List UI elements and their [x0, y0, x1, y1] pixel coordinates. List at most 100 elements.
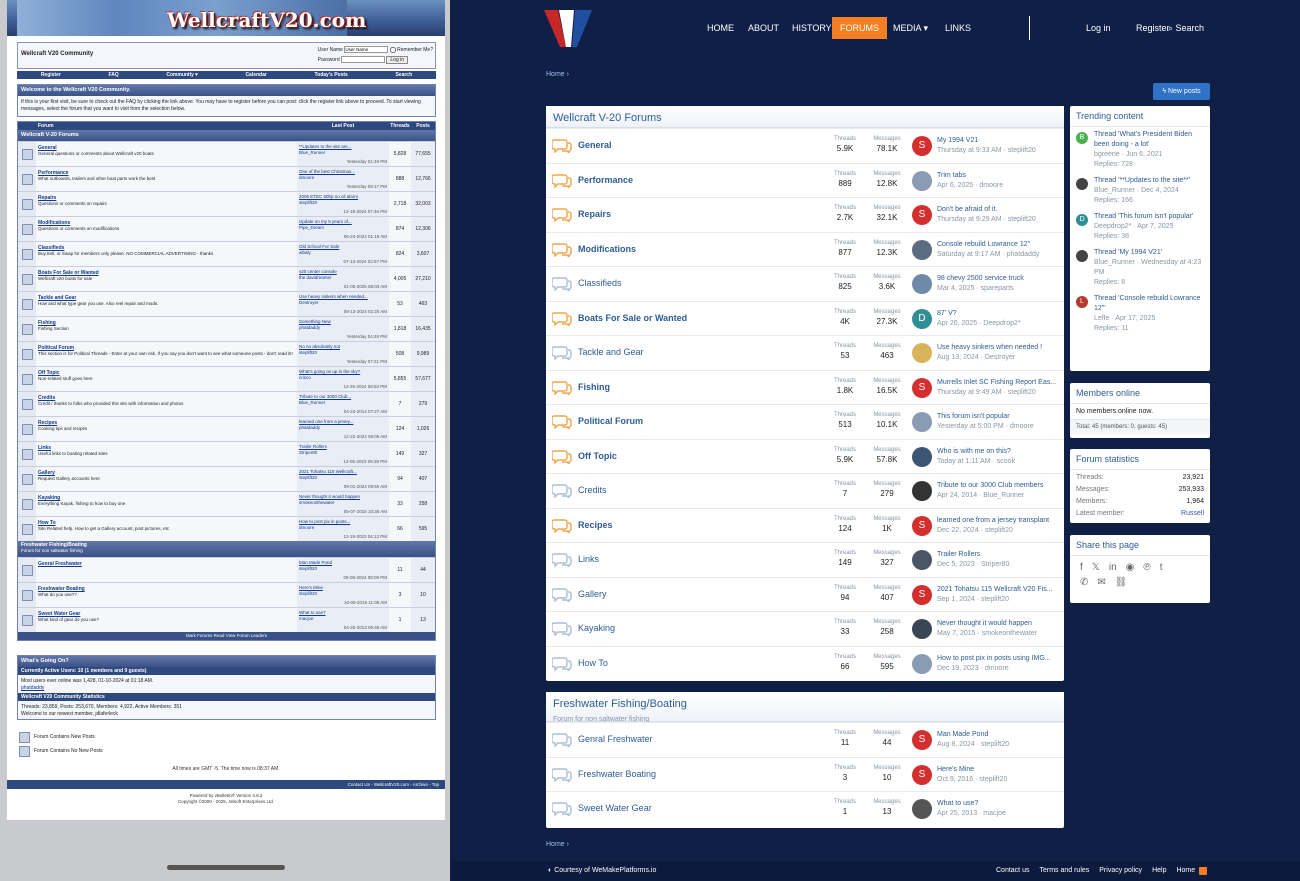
last-post-author[interactable]: smokeonthewater [299, 499, 335, 505]
active-users-header[interactable]: Currently Active Users: 10 (1 members an… [18, 667, 435, 675]
login-link[interactable]: Log in [1086, 23, 1111, 33]
forum-title-link[interactable]: Kayaking [578, 623, 616, 633]
category-title[interactable]: Wellcraft V-20 Forums [18, 130, 435, 141]
avatar[interactable]: D [912, 308, 932, 329]
username-input[interactable] [344, 46, 389, 54]
forum-link[interactable]: Gallery [38, 470, 55, 476]
avatar[interactable]: S [912, 730, 932, 750]
nav-item[interactable]: Calendar [245, 72, 267, 78]
forum-link[interactable]: Recipes [38, 420, 58, 426]
avatar[interactable]: S [912, 584, 932, 605]
latest-thread-link[interactable]: 98 chevy 2500 service truck [937, 275, 1024, 282]
last-post-link[interactable]: 2006 ETEC 60hp no oil alarm [299, 194, 359, 199]
avatar[interactable] [1076, 250, 1088, 262]
forum-title-link[interactable]: Modifications [578, 243, 636, 254]
forum-link[interactable]: Links [38, 445, 52, 451]
last-post-link[interactable]: Old School For Sale [299, 244, 340, 249]
forum-link[interactable]: Classifieds [38, 245, 65, 251]
register-link[interactable]: Register [1136, 23, 1170, 33]
latest-thread-link[interactable]: 87' V? [937, 309, 957, 317]
avatar[interactable] [912, 446, 932, 467]
last-post-link[interactable]: **Updates to the site are... [299, 144, 352, 149]
remember-checkbox[interactable] [389, 46, 396, 53]
last-post-link[interactable]: Here's Mine [299, 585, 323, 590]
nav-history[interactable]: HISTORY [792, 23, 832, 33]
last-post-author[interactable]: steplift20 [299, 565, 318, 571]
forum-title-link[interactable]: Tackle and Gear [578, 347, 644, 357]
avatar[interactable] [912, 799, 932, 819]
avatar[interactable] [912, 274, 932, 294]
avatar[interactable] [912, 239, 932, 260]
nav-links[interactable]: LINKS [945, 23, 972, 33]
community-title[interactable]: Wellcraft V20 Community [21, 51, 94, 57]
nav-item[interactable]: Register [40, 72, 61, 78]
forum-link[interactable]: Fishing [38, 320, 56, 326]
last-post-link[interactable]: No no absolutely not [299, 344, 341, 349]
forum-link[interactable]: Tackle and Gear [38, 295, 77, 301]
last-post-link[interactable]: Update on my 5 years of... [299, 219, 352, 224]
forum-link[interactable]: Credits [38, 395, 56, 401]
forum-title-link[interactable]: Boats For Sale or Wanted [578, 312, 688, 323]
forum-title-link[interactable]: General [578, 140, 612, 150]
breadcrumb-home[interactable]: Home [546, 71, 565, 78]
forum-title-link[interactable]: Off Topic [578, 450, 617, 461]
forum-link[interactable]: Genral Freshwater [38, 561, 82, 567]
breadcrumb[interactable]: Home › [546, 71, 569, 78]
last-post-author[interactable]: Destroyer [299, 299, 319, 305]
nav-media[interactable]: MEDIA ▾ [893, 23, 929, 33]
last-post-link[interactable]: learned one from a jersey... [299, 419, 354, 424]
tumblr-icon[interactable]: t [1159, 562, 1163, 573]
forum-title-link[interactable]: Classifieds [578, 278, 622, 288]
last-post-author[interactable]: Blue_Runner [299, 399, 326, 405]
latest-thread-link[interactable]: Console rebuild Lowrance 12" [937, 240, 1031, 248]
forum-title-link[interactable]: Sweet Water Gear [578, 803, 652, 813]
block-title[interactable]: Wellcraft V-20 Forums [546, 106, 1064, 128]
category-freshwater[interactable]: Freshwater Fishing/Boating Forum for non … [18, 541, 435, 557]
nav-item[interactable]: FAQ [108, 72, 119, 78]
forum-link[interactable]: Boats For Sale or Wanted [38, 270, 99, 276]
forum-link[interactable]: General [38, 145, 57, 151]
forum-link[interactable]: Freshwater Boating [38, 586, 85, 592]
nav-home[interactable]: HOME [707, 23, 734, 33]
latest-thread-link[interactable]: Don't be afraid of it. [937, 206, 998, 213]
stat-value[interactable]: Russell [1181, 510, 1204, 517]
new-posts-button[interactable]: ϟ New posts [1153, 83, 1210, 100]
forum-title-link[interactable]: Recipes [578, 519, 613, 530]
latest-thread-link[interactable]: Trailer Rollers [937, 551, 981, 558]
trending-link[interactable]: Thread '**Updates to the site**' [1094, 177, 1191, 184]
latest-thread-link[interactable]: How to post pix in posts using IMG... [937, 654, 1051, 662]
forum-foot-links[interactable]: Mark Forums Read View Forum Leaders [18, 632, 435, 640]
password-input[interactable] [341, 56, 386, 64]
last-post-author[interactable]: crisco [299, 374, 311, 380]
last-post-link[interactable]: 2021 Tohatsu 115 Wellcraft... [299, 469, 357, 474]
forum-link[interactable]: Repairs [38, 195, 57, 201]
reddit-icon[interactable]: ◉ [1125, 562, 1135, 573]
avatar[interactable] [912, 653, 932, 674]
forum-link[interactable]: How To [38, 520, 56, 526]
last-post-author[interactable]: steplift20 [299, 349, 318, 355]
block-title[interactable]: Freshwater Fishing/Boating Forum for non … [546, 692, 1064, 723]
forum-link[interactable]: Sweet Water Gear [38, 611, 81, 617]
avatar[interactable]: L [1076, 296, 1088, 308]
last-post-link[interactable]: Something New [299, 319, 331, 324]
trending-link[interactable]: Thread 'What's President Biden been doin… [1094, 131, 1192, 148]
nav-item[interactable]: Today's Posts [314, 72, 348, 78]
last-post-author[interactable]: phatdaddy [299, 324, 321, 330]
whatsapp-icon[interactable]: ✆ [1080, 577, 1089, 588]
latest-thread-link[interactable]: This forum isn't popular [937, 413, 1010, 420]
forum-title-link[interactable]: How To [578, 657, 608, 668]
linkedin-icon[interactable]: in [1108, 562, 1117, 573]
latest-thread-link[interactable]: My 1994 V21 [937, 137, 979, 144]
footer-link[interactable]: Privacy policy [1099, 867, 1143, 874]
breadcrumb-bottom[interactable]: Home › [546, 841, 569, 848]
avatar[interactable] [1076, 178, 1088, 190]
forum-title-link[interactable]: Links [578, 554, 600, 564]
avatar[interactable] [912, 343, 932, 363]
online-user[interactable]: phatdaddy [21, 685, 45, 691]
link-icon[interactable]: ⛓ [1114, 577, 1128, 588]
latest-thread-link[interactable]: What to use? [937, 800, 979, 807]
last-post-link[interactable]: Use heavy sinkers when needed... [299, 294, 368, 299]
footer-link[interactable]: Help [1152, 867, 1167, 874]
last-post-link[interactable]: One of the best Christmas... [299, 169, 356, 174]
nav-item[interactable]: Search [395, 72, 413, 78]
